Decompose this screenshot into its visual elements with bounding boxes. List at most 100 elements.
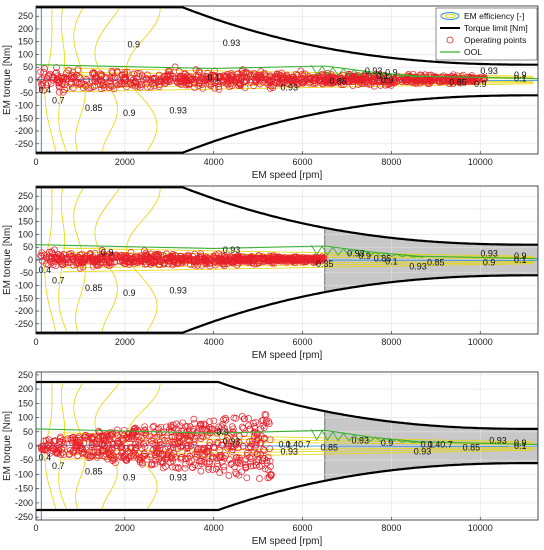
operating-point — [211, 84, 218, 92]
operating-point — [222, 414, 229, 422]
operating-point — [247, 458, 254, 466]
operating-point — [108, 260, 115, 268]
operating-point — [150, 422, 158, 430]
contour-label: 0.1 — [207, 72, 220, 82]
operating-point — [103, 261, 111, 268]
operating-point — [60, 251, 67, 258]
operating-point — [63, 69, 70, 77]
operating-point — [122, 457, 130, 464]
operating-point — [141, 423, 149, 431]
operating-point — [147, 450, 155, 458]
contour-label: 0.9 — [514, 251, 527, 261]
operating-point — [190, 441, 198, 449]
operating-point — [390, 77, 397, 85]
operating-point — [48, 73, 56, 81]
operating-point — [262, 72, 270, 80]
operating-point — [199, 257, 206, 265]
operating-point — [75, 433, 83, 441]
operating-point — [49, 445, 57, 452]
y-tick-label: 200 — [18, 24, 33, 34]
operating-point — [172, 75, 180, 83]
operating-point — [243, 77, 250, 85]
operating-point — [159, 464, 167, 472]
operating-point — [169, 421, 177, 429]
y-tick-label: -250 — [15, 319, 33, 329]
operating-point — [218, 458, 226, 466]
contour-label: 0.93 — [480, 66, 498, 76]
y-tick-label: 250 — [18, 191, 33, 201]
operating-point — [187, 257, 195, 264]
ool-line — [311, 64, 424, 78]
plot-content: 0.40.70.850.9 0.930.9 0.930.930.90.850.930… — [36, 6, 538, 154]
x-tick-label: 4000 — [204, 337, 224, 347]
operating-point — [198, 425, 206, 432]
operating-point — [203, 425, 211, 433]
operating-point — [106, 431, 114, 439]
operating-point — [37, 68, 45, 76]
operating-point — [166, 253, 173, 261]
operating-point — [168, 463, 176, 471]
operating-point — [205, 463, 212, 471]
operating-point — [165, 260, 172, 268]
operating-point — [69, 255, 77, 263]
contour-label: 0.85 — [85, 103, 103, 113]
operating-point — [119, 447, 127, 455]
operating-point — [221, 252, 229, 260]
operating-point — [324, 79, 332, 87]
operating-point — [201, 444, 209, 452]
operating-point — [233, 261, 241, 269]
contour-label: 0.93 — [347, 249, 365, 259]
operating-point — [142, 439, 150, 447]
operating-point — [91, 255, 99, 263]
operating-point — [109, 83, 116, 90]
contour-label: 0.85 — [320, 442, 338, 452]
contour-label: 0.93 — [409, 261, 427, 271]
operating-point — [91, 257, 99, 265]
operating-point — [163, 451, 170, 458]
y-tick-label: -100 — [15, 469, 33, 479]
y-tick-label: -200 — [15, 126, 33, 136]
operating-point — [135, 436, 143, 444]
contour-label: 0.35 — [316, 259, 334, 269]
operating-point — [121, 76, 129, 84]
operating-point — [308, 255, 316, 263]
y-tick-label: -250 — [15, 139, 33, 149]
operating-point — [60, 441, 68, 448]
operating-point — [102, 453, 109, 461]
operating-point — [246, 443, 254, 450]
contour-label: 0.93 — [365, 66, 383, 76]
contour-label: 0.40.7 — [428, 440, 453, 450]
y-tick-label: -200 — [15, 498, 33, 508]
operating-point — [39, 79, 46, 87]
ool-line — [311, 429, 424, 444]
operating-point — [230, 76, 237, 84]
operating-point — [132, 438, 139, 446]
operating-point — [195, 424, 203, 432]
operating-point — [184, 442, 191, 449]
y-tick-label: 200 — [18, 204, 33, 214]
operating-point — [291, 254, 299, 262]
operating-point — [231, 435, 239, 443]
operating-point — [229, 428, 237, 436]
operating-point — [337, 81, 345, 88]
operating-point — [250, 419, 257, 427]
operating-point — [298, 255, 305, 263]
operating-point — [100, 440, 108, 448]
operating-point — [175, 429, 183, 437]
y-tick-label: 50 — [23, 62, 33, 72]
operating-point — [294, 72, 301, 79]
y-tick-label: 150 — [18, 398, 33, 408]
operating-point — [311, 79, 319, 87]
operating-point — [66, 450, 73, 458]
operating-point — [137, 255, 145, 263]
operating-point — [253, 255, 261, 262]
operating-point — [235, 439, 243, 446]
operating-point — [240, 424, 247, 432]
operating-point — [128, 74, 135, 82]
operating-point — [162, 446, 169, 453]
ool-line — [311, 244, 424, 258]
operating-point — [53, 254, 60, 261]
operating-point — [205, 466, 212, 473]
x-tick-label: 0 — [33, 157, 38, 167]
operating-point — [214, 462, 221, 470]
